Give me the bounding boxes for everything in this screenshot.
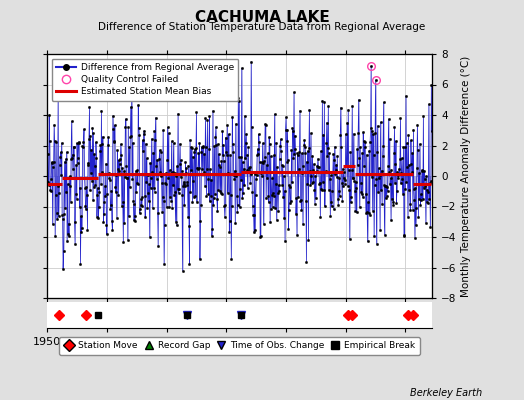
Text: Difference of Station Temperature Data from Regional Average: Difference of Station Temperature Data f… (99, 22, 425, 32)
Legend: Station Move, Record Gap, Time of Obs. Change, Empirical Break: Station Move, Record Gap, Time of Obs. C… (59, 337, 420, 355)
Text: CACHUMA LAKE: CACHUMA LAKE (194, 10, 330, 25)
Text: Berkeley Earth: Berkeley Earth (410, 388, 482, 398)
Y-axis label: Monthly Temperature Anomaly Difference (°C): Monthly Temperature Anomaly Difference (… (461, 55, 471, 297)
Legend: Difference from Regional Average, Quality Control Failed, Estimated Station Mean: Difference from Regional Average, Qualit… (52, 58, 238, 101)
